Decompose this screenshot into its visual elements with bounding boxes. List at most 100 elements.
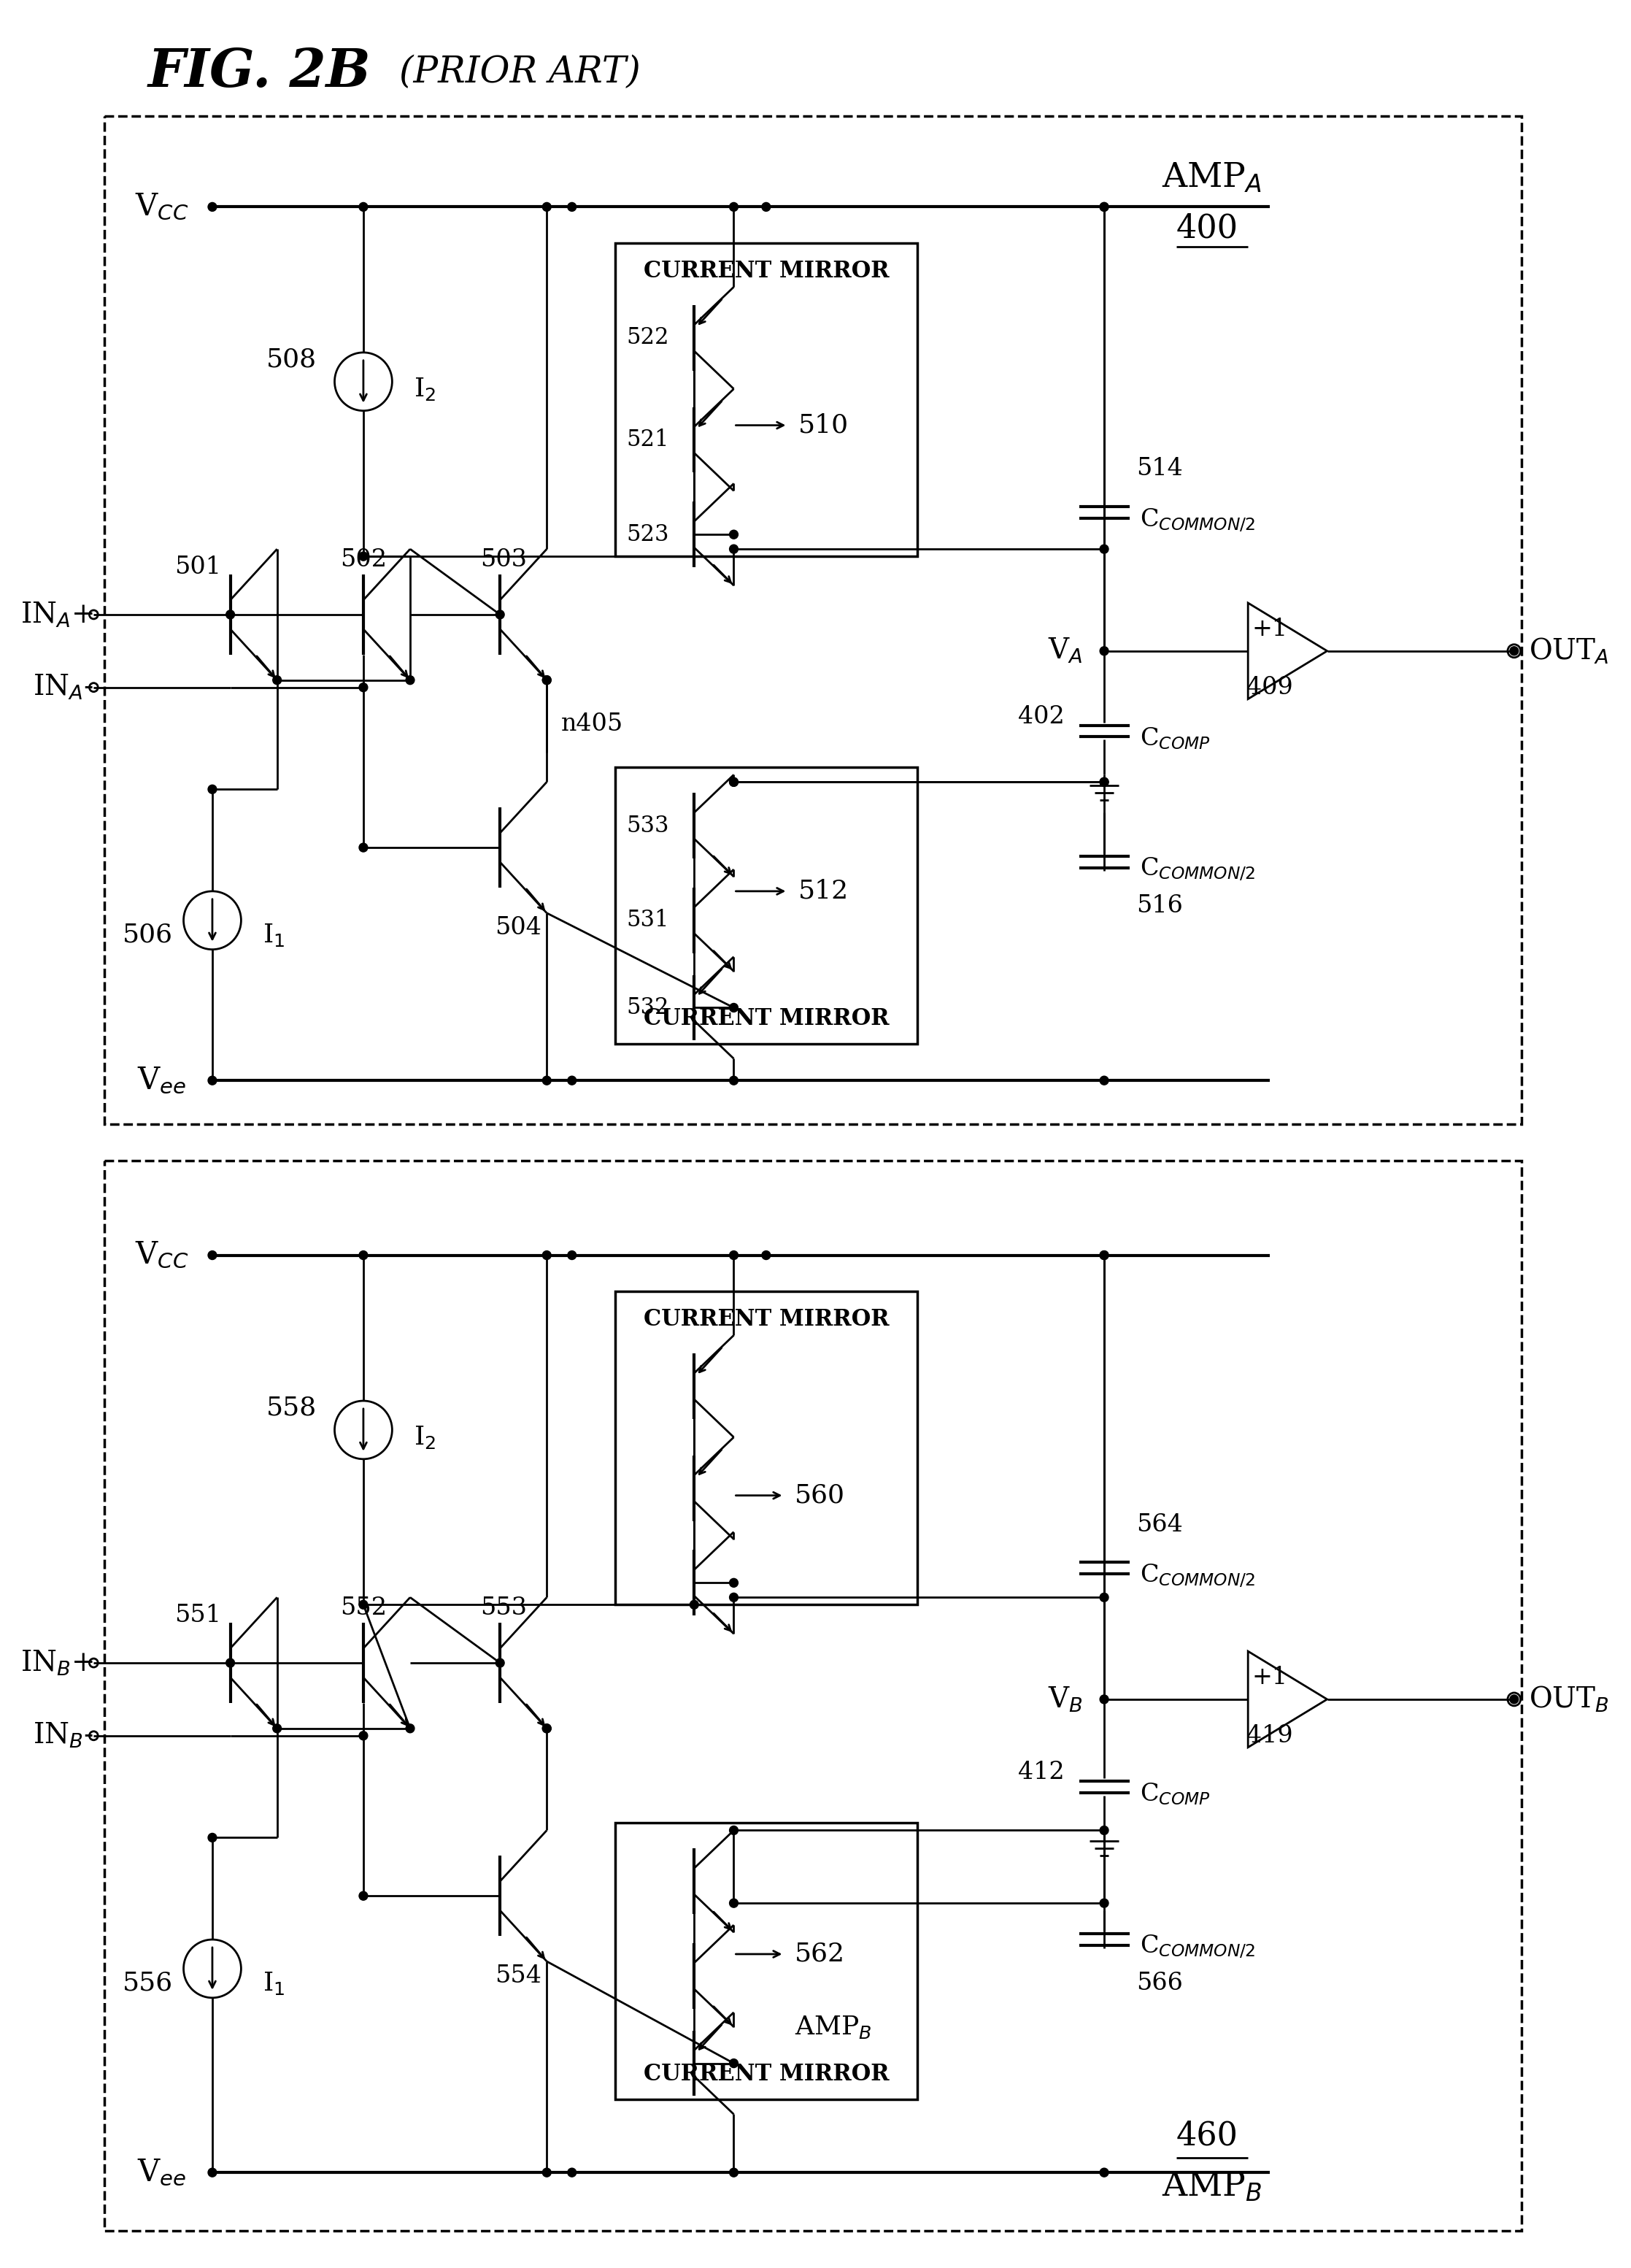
Text: 522: 522	[626, 327, 669, 349]
Circle shape	[1099, 202, 1109, 211]
Text: V$_{CC}$: V$_{CC}$	[135, 191, 189, 222]
Text: 512: 512	[799, 878, 850, 903]
Text: n405: n405	[561, 712, 623, 735]
Text: 553: 553	[480, 1597, 527, 1619]
Circle shape	[729, 1592, 739, 1601]
Circle shape	[1099, 778, 1109, 787]
Circle shape	[729, 2059, 739, 2068]
Circle shape	[729, 778, 739, 787]
Text: CURRENT MIRROR: CURRENT MIRROR	[643, 2064, 889, 2087]
Circle shape	[359, 551, 367, 560]
Text: (PRIOR ART): (PRIOR ART)	[400, 54, 641, 91]
Circle shape	[543, 1075, 551, 1084]
Text: C$_{COMP}$: C$_{COMP}$	[1140, 1780, 1210, 1808]
Text: CURRENT MIRROR: CURRENT MIRROR	[643, 1309, 889, 1331]
Text: IN$_B$+: IN$_B$+	[21, 1649, 93, 1678]
Text: AMP$_B$: AMP$_B$	[794, 2014, 873, 2039]
Circle shape	[543, 676, 551, 685]
Circle shape	[359, 683, 367, 692]
Text: C$_{COMMON/2}$: C$_{COMMON/2}$	[1140, 1932, 1256, 1960]
Text: V$_A$: V$_A$	[1047, 637, 1083, 665]
Text: 531: 531	[626, 909, 669, 932]
Text: 532: 532	[626, 996, 669, 1018]
Circle shape	[1099, 1075, 1109, 1084]
Circle shape	[496, 610, 504, 619]
Circle shape	[729, 1579, 739, 1588]
Text: C$_{COMMON/2}$: C$_{COMMON/2}$	[1140, 506, 1256, 533]
Circle shape	[729, 1826, 739, 1835]
Circle shape	[406, 1724, 414, 1733]
Circle shape	[1099, 1826, 1109, 1835]
Circle shape	[1099, 2168, 1109, 2177]
Circle shape	[762, 1252, 770, 1259]
Text: FIG. 2B: FIG. 2B	[147, 45, 370, 98]
Text: AMP$_B$: AMP$_B$	[1161, 2170, 1262, 2204]
Circle shape	[1099, 202, 1109, 211]
Text: 566: 566	[1137, 1971, 1182, 1996]
Text: 400: 400	[1176, 213, 1238, 245]
Circle shape	[729, 2168, 739, 2177]
Text: I$_2$: I$_2$	[414, 1424, 435, 1449]
Circle shape	[729, 1075, 739, 1084]
Circle shape	[359, 202, 367, 211]
Text: OUT$_A$: OUT$_A$	[1528, 637, 1608, 667]
Text: 564: 564	[1137, 1513, 1182, 1535]
Text: 514: 514	[1137, 458, 1182, 481]
Circle shape	[568, 1252, 576, 1259]
Circle shape	[209, 202, 217, 211]
Text: 502: 502	[339, 549, 387, 572]
Text: OUT$_B$: OUT$_B$	[1528, 1685, 1608, 1715]
Circle shape	[209, 1833, 217, 1842]
Circle shape	[1099, 1252, 1109, 1259]
Text: AMP$_A$: AMP$_A$	[1161, 161, 1262, 195]
Text: IN$_A$-: IN$_A$-	[33, 674, 93, 701]
Circle shape	[1510, 1694, 1518, 1703]
Circle shape	[568, 2168, 576, 2177]
Text: IN$_B$-: IN$_B$-	[33, 1721, 93, 1751]
Text: 460: 460	[1176, 2121, 1238, 2152]
Text: I$_2$: I$_2$	[414, 376, 435, 401]
Circle shape	[209, 1075, 217, 1084]
Circle shape	[568, 202, 576, 211]
Circle shape	[272, 1724, 282, 1733]
Text: 523: 523	[626, 524, 669, 547]
Text: V$_{ee}$: V$_{ee}$	[137, 2157, 186, 2189]
Circle shape	[729, 778, 739, 787]
Text: CURRENT MIRROR: CURRENT MIRROR	[643, 259, 889, 281]
Bar	[615, 1823, 917, 2100]
Bar	[104, 116, 1522, 1125]
Text: 503: 503	[480, 549, 527, 572]
Circle shape	[729, 531, 739, 540]
Text: 504: 504	[494, 916, 541, 939]
Text: V$_{ee}$: V$_{ee}$	[137, 1066, 186, 1095]
Circle shape	[543, 1252, 551, 1259]
Text: 551: 551	[175, 1603, 222, 1626]
Circle shape	[543, 1724, 551, 1733]
Text: 412: 412	[1018, 1760, 1065, 1783]
Circle shape	[272, 676, 282, 685]
Text: 552: 552	[339, 1597, 387, 1619]
Circle shape	[359, 1892, 367, 1901]
Text: 554: 554	[494, 1964, 541, 1987]
Circle shape	[729, 1898, 739, 1907]
Circle shape	[1099, 646, 1109, 655]
Text: 562: 562	[794, 1941, 845, 1966]
Circle shape	[729, 1002, 739, 1012]
Text: V$_B$: V$_B$	[1047, 1685, 1083, 1715]
Text: C$_{COMMON/2}$: C$_{COMMON/2}$	[1140, 855, 1256, 882]
Bar	[104, 1161, 1522, 2232]
Circle shape	[209, 2168, 217, 2177]
Circle shape	[729, 1252, 739, 1259]
Circle shape	[209, 1252, 217, 1259]
Text: C$_{COMP}$: C$_{COMP}$	[1140, 726, 1210, 751]
Circle shape	[359, 1730, 367, 1740]
Circle shape	[209, 785, 217, 794]
Text: 501: 501	[175, 556, 222, 578]
Circle shape	[543, 202, 551, 211]
Text: 556: 556	[122, 1971, 173, 1996]
Text: IN$_A$+: IN$_A$+	[21, 601, 93, 628]
Circle shape	[406, 676, 414, 685]
Circle shape	[690, 1601, 698, 1608]
Circle shape	[762, 202, 770, 211]
Circle shape	[1099, 1694, 1109, 1703]
